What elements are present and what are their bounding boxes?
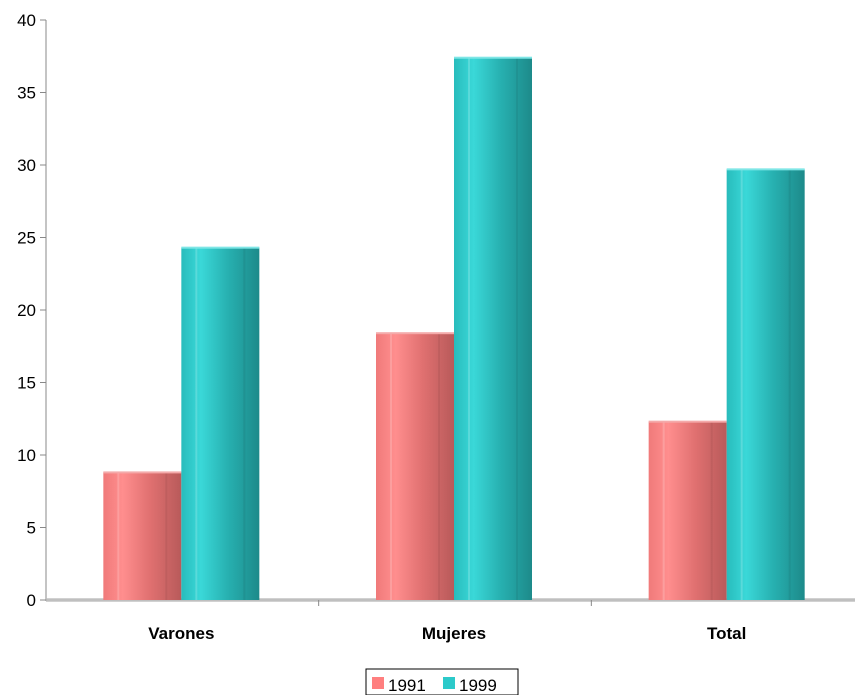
- category-label-varones: Varones: [148, 624, 214, 643]
- y-tick-label: 40: [17, 11, 36, 30]
- category-label-mujeres: Mujeres: [422, 624, 486, 643]
- bar-1991-total: [648, 420, 727, 600]
- y-tick-label: 15: [17, 374, 36, 393]
- x-axis-ticks: [318, 600, 592, 606]
- legend-label-1999: 1999: [459, 676, 497, 695]
- bar-1999-varones: [181, 246, 260, 600]
- y-tick-label: 0: [27, 591, 36, 610]
- bar-1999-total: [726, 168, 805, 600]
- bars: [103, 56, 805, 600]
- category-labels: Varones Mujeres Total: [148, 624, 746, 643]
- y-tick-label: 35: [17, 84, 36, 103]
- y-tick-label: 20: [17, 301, 36, 320]
- y-axis-ticks: 0 5 10 15 20 25 30 35 40: [17, 11, 46, 610]
- y-tick-label: 5: [27, 519, 36, 538]
- legend-swatch-1999: [443, 677, 455, 689]
- legend-label-1991: 1991: [388, 676, 426, 695]
- y-tick-label: 30: [17, 156, 36, 175]
- bar-1991-mujeres: [376, 332, 454, 600]
- y-tick-label: 10: [17, 446, 36, 465]
- bar-1991-varones: [103, 471, 182, 600]
- category-label-total: Total: [707, 624, 746, 643]
- legend-swatch-1991: [372, 677, 384, 689]
- legend-box: [365, 668, 519, 695]
- y-tick-label: 25: [17, 229, 36, 248]
- bar-1999-mujeres: [454, 56, 532, 600]
- legend: 1991 1999: [365, 668, 519, 695]
